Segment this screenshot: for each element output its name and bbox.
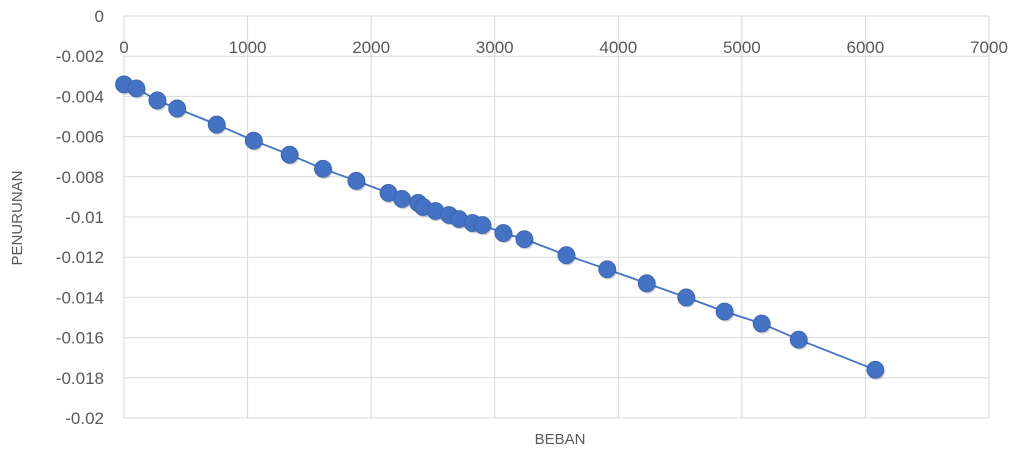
data-point — [715, 302, 734, 321]
data-point — [557, 246, 576, 265]
y-tick-label: -0.006 — [56, 128, 104, 147]
data-point — [515, 230, 534, 249]
data-point — [789, 330, 808, 349]
data-points — [115, 75, 886, 381]
x-tick-label: 1000 — [229, 38, 267, 57]
x-axis-title: BEBAN — [535, 431, 586, 448]
y-axis-tick-labels: 0 -0.002 -0.004 -0.006 -0.008 -0.01 -0.012 -0.0… — [56, 7, 104, 428]
y-axis-title: PENURUNAN — [9, 170, 26, 265]
y-tick-label: -0.016 — [56, 329, 104, 348]
data-point — [280, 145, 299, 164]
data-point — [473, 216, 492, 234]
y-tick-label: -0.002 — [56, 47, 104, 66]
data-point — [598, 260, 617, 279]
y-tick-label: 0 — [95, 7, 104, 26]
data-point — [677, 288, 696, 307]
data-point — [637, 274, 656, 293]
data-point — [393, 190, 411, 208]
x-tick-label: 5000 — [723, 38, 761, 57]
x-tick-label: 3000 — [476, 38, 514, 57]
data-point — [752, 314, 771, 333]
x-tick-label: 6000 — [847, 38, 885, 57]
data-point — [866, 360, 885, 379]
y-tick-label: -0.004 — [56, 87, 104, 106]
y-tick-label: -0.014 — [56, 288, 104, 307]
data-point — [494, 224, 513, 242]
y-tick-label: -0.02 — [65, 409, 104, 428]
grid-lines — [123, 15, 990, 419]
data-point — [127, 79, 146, 98]
data-point — [148, 91, 167, 110]
y-tick-label: -0.01 — [65, 208, 104, 227]
data-point — [347, 171, 366, 190]
data-point — [314, 159, 332, 178]
x-tick-label: 4000 — [599, 38, 637, 57]
data-point — [244, 131, 263, 150]
x-tick-label: 0 — [119, 38, 128, 57]
data-point — [207, 115, 226, 134]
y-tick-label: -0.018 — [56, 369, 104, 388]
x-axis-tick-labels: 0 1000 2000 3000 4000 5000 6000 7000 — [119, 38, 1008, 57]
y-tick-label: -0.008 — [56, 168, 104, 187]
x-tick-label: 2000 — [352, 38, 390, 57]
x-tick-label: 7000 — [970, 38, 1008, 57]
data-point — [168, 99, 187, 118]
y-tick-label: -0.012 — [56, 248, 104, 267]
